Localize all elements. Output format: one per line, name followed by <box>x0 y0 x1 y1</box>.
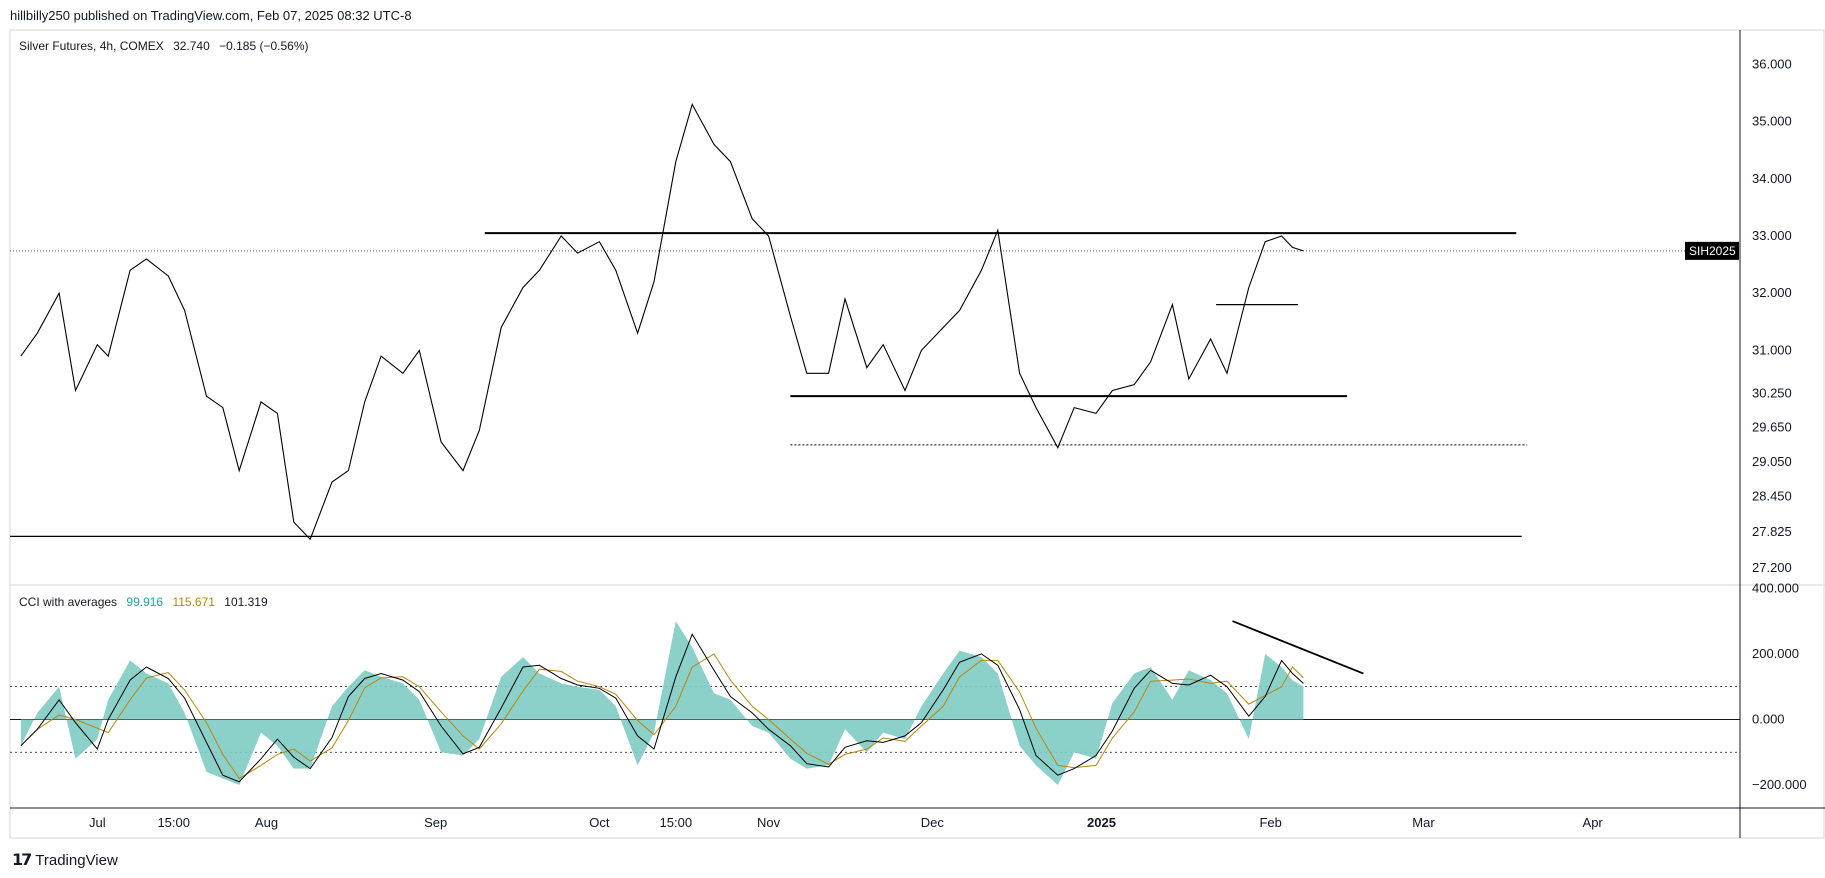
price-series-line[interactable] <box>20 102 1304 541</box>
cci-label[interactable]: CCI with averages <box>19 595 118 609</box>
price-badge[interactable] <box>1685 241 1739 260</box>
cci-average-1[interactable] <box>20 653 1304 780</box>
time-axis-tick: Nov <box>757 815 781 830</box>
cci-axis-tick: 400.000 <box>1752 580 1799 595</box>
divergence-trendline[interactable] <box>1232 620 1364 675</box>
time-axis-tick: Sep <box>424 815 447 830</box>
price-axis-tick: 34.000 <box>1752 171 1792 186</box>
price-axis-tick: 35.000 <box>1752 114 1792 129</box>
price-axis-tick: 28.450 <box>1752 488 1792 503</box>
cci-legend: CCI with averages 99.916 115.671 101.319 <box>19 595 274 609</box>
last-price: 32.740 <box>173 39 210 53</box>
tradingview-brand: TradingView <box>35 851 118 869</box>
time-axis-tick: 15:00 <box>157 815 190 830</box>
price-axis-tick: 31.000 <box>1752 342 1792 357</box>
time-axis-tick: Apr <box>1583 815 1604 830</box>
cci-axis-tick: −200.000 <box>1752 777 1807 792</box>
price-change: −0.185 (−0.56%) <box>219 39 309 53</box>
main-legend: Silver Futures, 4h, COMEX 32.740 −0.185 … <box>19 39 315 53</box>
cci-value-3: 101.319 <box>224 595 268 609</box>
tradingview-logo-icon: 𝟭𝟳 <box>12 852 32 869</box>
cci-value-1: 99.916 <box>126 595 164 609</box>
price-axis-tick: 29.650 <box>1752 420 1792 435</box>
cci-average-2[interactable] <box>20 633 1304 783</box>
time-axis-tick: 15:00 <box>660 815 693 830</box>
tradingview-logo[interactable]: 𝟭𝟳 TradingView <box>12 850 118 870</box>
time-axis-tick: Feb <box>1259 815 1281 830</box>
cci-axis-tick: 200.000 <box>1752 646 1799 661</box>
time-axis-tick: Jul <box>89 815 106 830</box>
chart-frame <box>9 29 1825 839</box>
time-axis-tick: Oct <box>589 815 610 830</box>
time-axis-tick: 2025 <box>1087 815 1116 830</box>
price-axis-tick: 27.825 <box>1752 524 1792 539</box>
price-badge-label: SIH2025 <box>1689 244 1736 258</box>
price-axis-tick: 36.000 <box>1752 56 1792 71</box>
cci-value-2: 115.671 <box>172 595 215 609</box>
price-axis-tick: 30.250 <box>1752 385 1792 400</box>
cci-axis-tick: 0.000 <box>1752 711 1785 726</box>
price-axis-tick: 32.000 <box>1752 285 1792 300</box>
time-axis-tick: Dec <box>921 815 945 830</box>
time-axis-tick: Aug <box>255 815 278 830</box>
price-axis-tick: 27.200 <box>1752 560 1792 575</box>
price-axis-tick: 29.050 <box>1752 454 1792 469</box>
cci-area[interactable] <box>20 621 1304 785</box>
time-axis-tick: Mar <box>1412 815 1435 830</box>
price-axis-tick: 33.000 <box>1752 228 1792 243</box>
symbol-label[interactable]: Silver Futures, 4h, COMEX <box>19 39 164 53</box>
publisher-line: hillbilly250 published on TradingView.co… <box>10 8 412 23</box>
